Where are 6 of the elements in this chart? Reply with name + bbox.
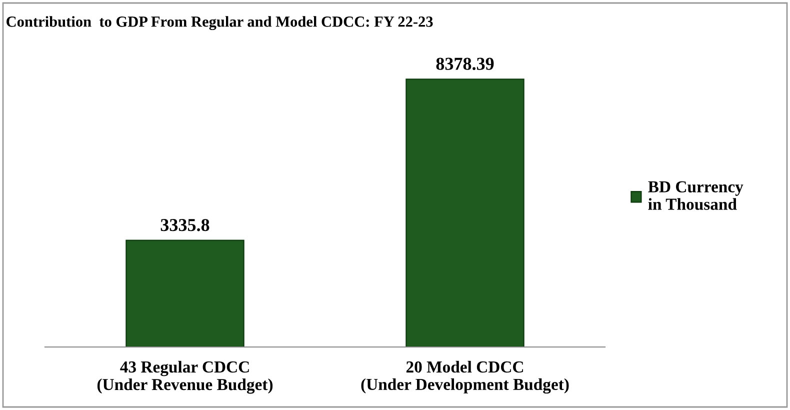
chart-title: Contribution to GDP From Regular and Model CDCC: FY 22-23 <box>6 16 433 30</box>
data-label: 8378.39 <box>436 58 494 70</box>
x-tick-label: 20 Model CDCC (Under Development Budget) <box>361 360 569 394</box>
data-label: 3335.8 <box>160 218 210 232</box>
legend-label: BD Currency in Thousand <box>648 181 744 210</box>
x-tick-label: 43 Regular CDCC (Under Revenue Budget) <box>97 360 273 394</box>
